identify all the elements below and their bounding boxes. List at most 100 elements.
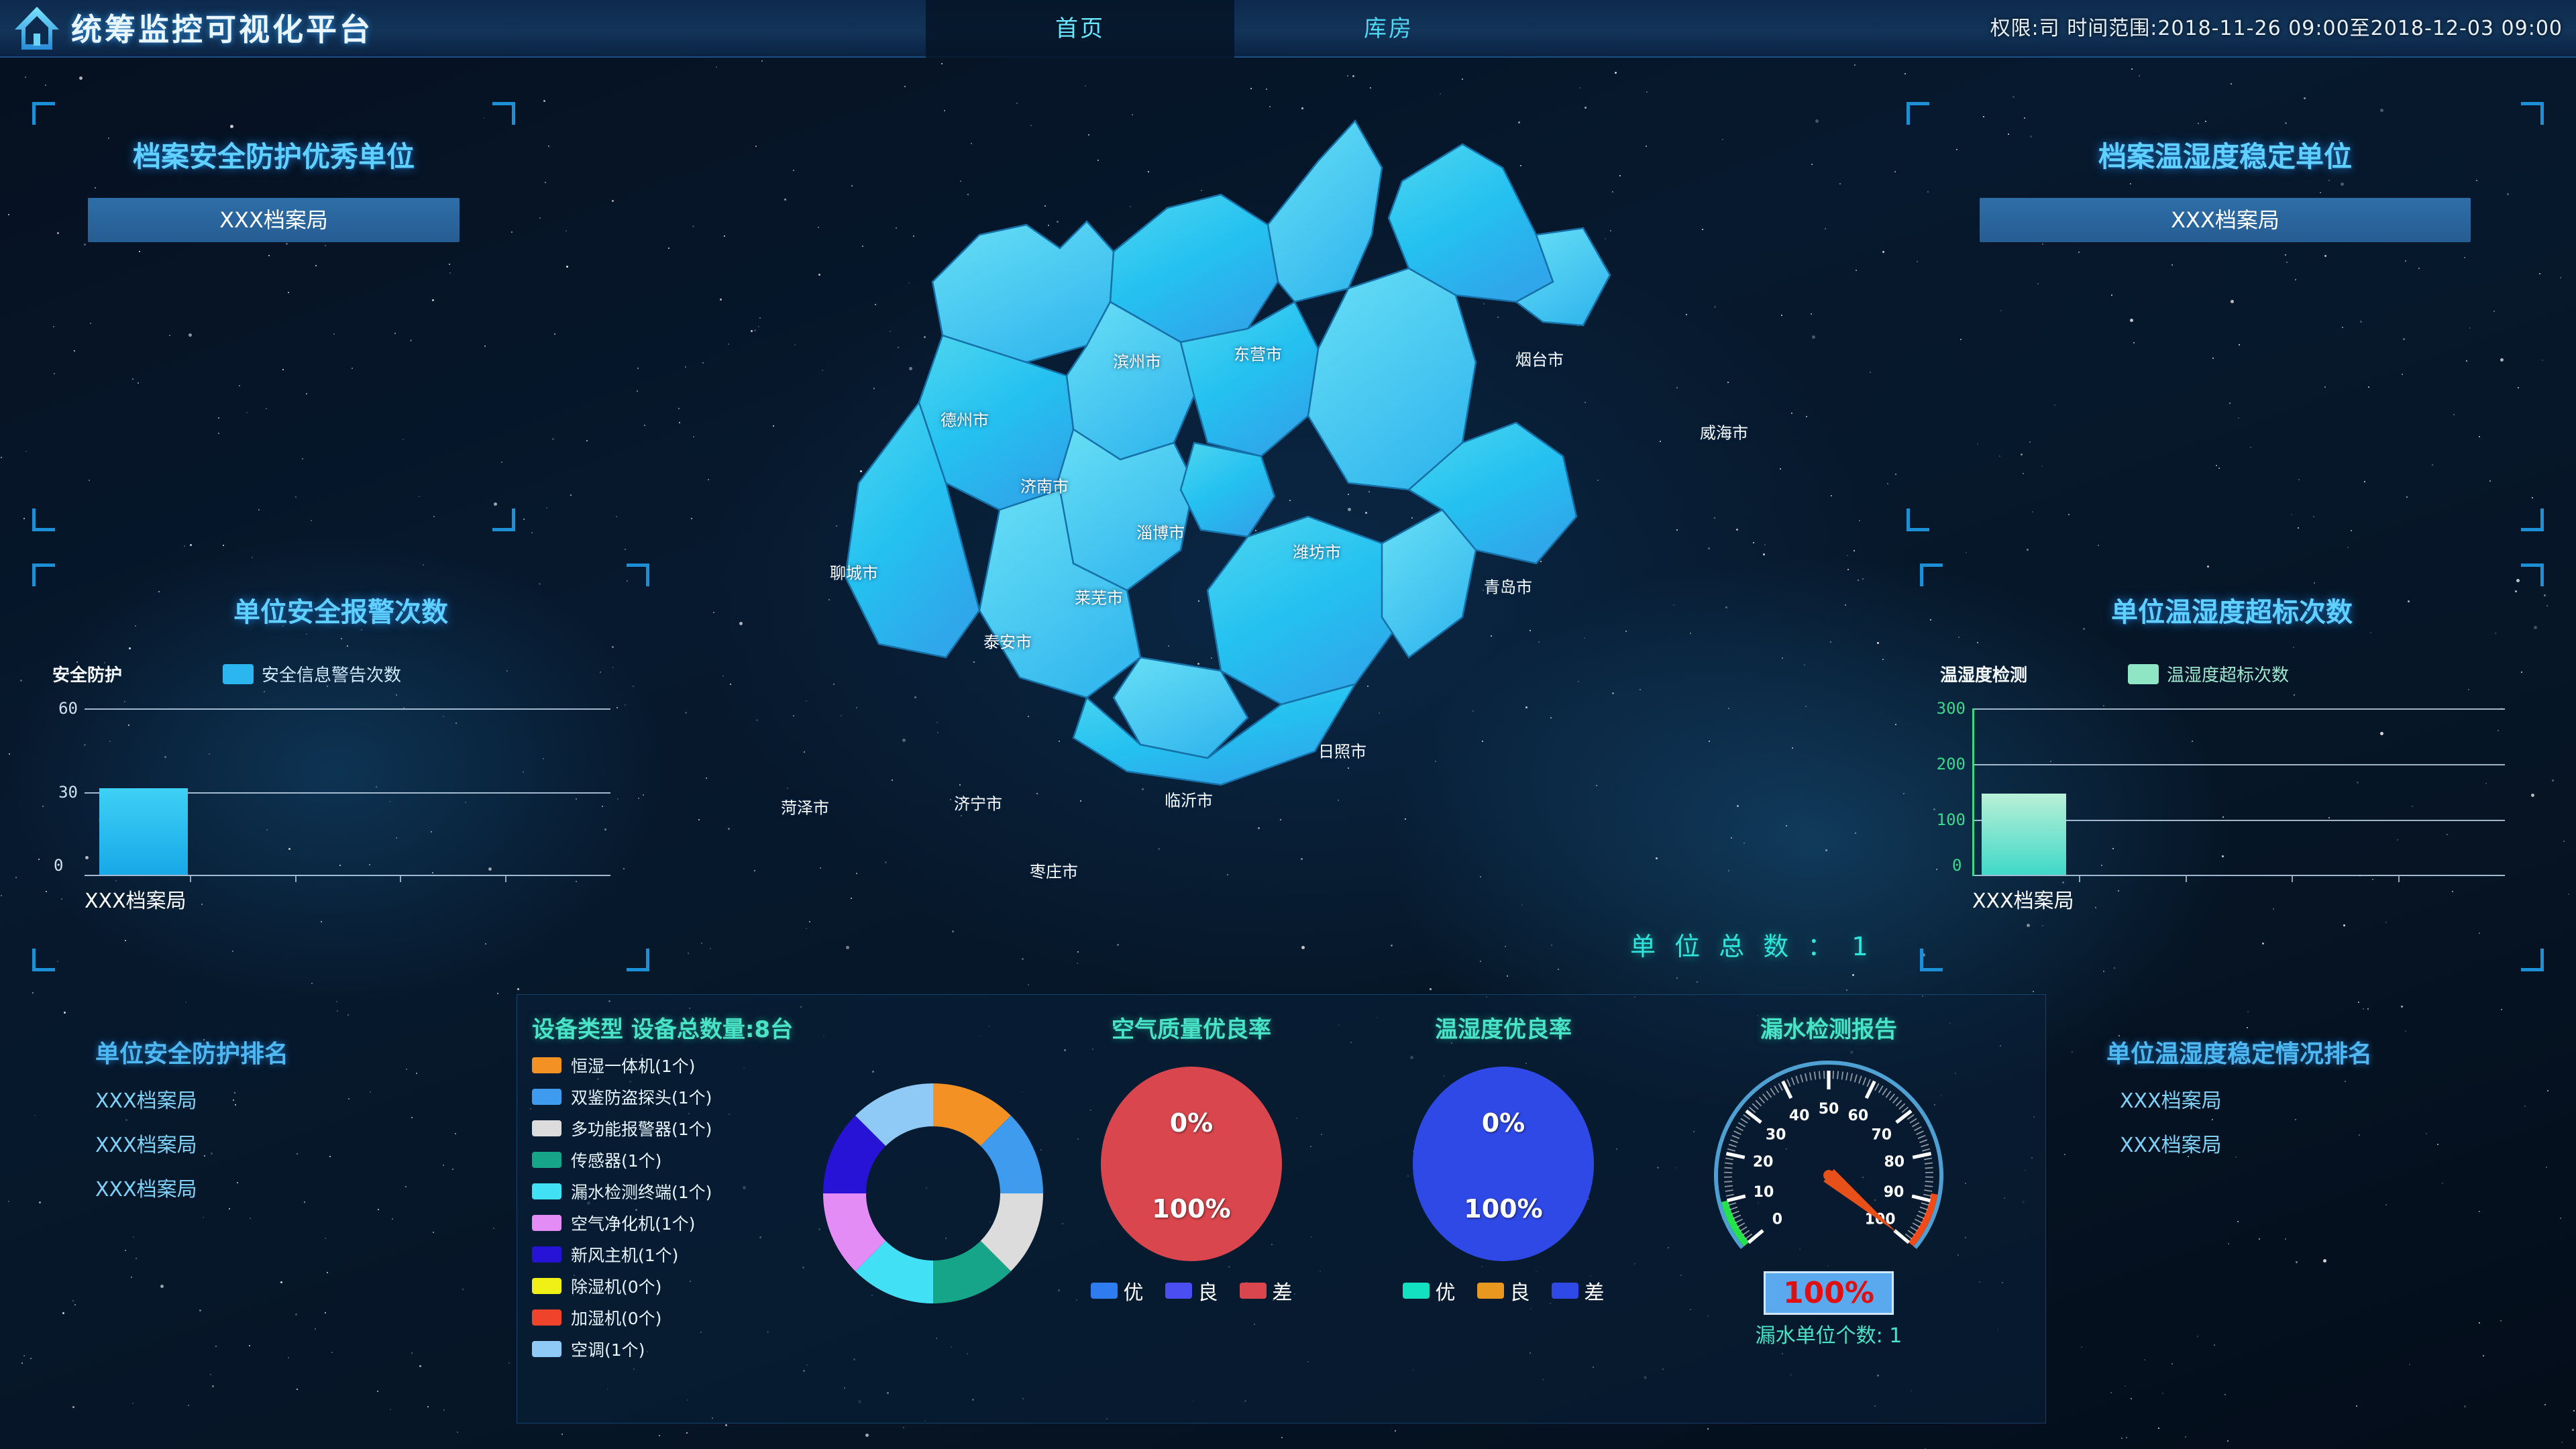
air-quality-pie[interactable]: 0% 100% <box>1101 1067 1282 1261</box>
humidity-quality-bottom-value: 100% <box>1464 1194 1543 1224</box>
gauge-tick-label: 70 <box>1871 1126 1892 1143</box>
rank-list-item[interactable]: XXX档案局 <box>2120 1089 2222 1113</box>
legend-item[interactable]: 安全信息警告次数 <box>223 661 401 686</box>
map-city-潍坊市[interactable]: 潍坊市 <box>1293 543 1341 562</box>
chart-title: 单位温湿度超标次数 <box>2111 597 2353 628</box>
device-legend-item[interactable]: 传感器(1个) <box>532 1148 847 1172</box>
map-city-日照市[interactable]: 日照市 <box>1318 742 1366 761</box>
gridline: 100 <box>1937 810 2505 829</box>
y-tick: 0 <box>1952 856 1962 875</box>
leak-unit-count: 漏水单位个数: 1 <box>1755 1324 1902 1348</box>
bar-XXX档案局[interactable] <box>99 788 188 875</box>
gauge-tick-label: 50 <box>1819 1101 1839 1118</box>
device-legend-item[interactable]: 漏水检测终端(1个) <box>532 1179 847 1203</box>
legend-item-优[interactable]: 优 <box>1402 1276 1456 1305</box>
unit-name-badge: XXX档案局 <box>87 198 460 242</box>
corner-bracket <box>627 564 649 586</box>
corner-bracket <box>1907 102 1929 125</box>
donut-slice[interactable] <box>855 1083 933 1146</box>
air-quality-legend: 优 良 差 <box>1047 1276 1336 1305</box>
corner-bracket <box>2521 102 2544 125</box>
legend-swatch <box>532 1215 561 1231</box>
humidity-quality-pie[interactable]: 0% 100% <box>1413 1067 1594 1261</box>
map-city-济南市[interactable]: 济南市 <box>1020 477 1069 496</box>
rank-list-item[interactable]: XXX档案局 <box>95 1089 197 1113</box>
rank-list-item[interactable]: XXX档案局 <box>2120 1134 2222 1157</box>
device-legend-item[interactable]: 双鉴防盗探头(1个) <box>532 1085 847 1109</box>
map-city-烟台市[interactable]: 烟台市 <box>1515 350 1564 370</box>
rank-list-item[interactable]: XXX档案局 <box>95 1178 197 1201</box>
map-city-东营市[interactable]: 东营市 <box>1234 345 1282 364</box>
map-city-济宁市[interactable]: 济宁市 <box>954 794 1002 814</box>
donut-slice[interactable] <box>980 1116 1043 1193</box>
corner-bracket <box>2521 564 2544 586</box>
donut-slice[interactable] <box>980 1193 1043 1271</box>
device-legend-item[interactable]: 空调(1个) <box>532 1337 847 1361</box>
air-quality-top-value: 0% <box>1169 1108 1214 1138</box>
donut-slice[interactable] <box>933 1240 1011 1303</box>
bar-XXX档案局[interactable] <box>1982 794 2066 875</box>
device-donut-chart[interactable] <box>799 1059 1067 1328</box>
humidity-quality-title: 温湿度优良率 <box>1435 1016 1572 1043</box>
map-city-滨州市[interactable]: 滨州市 <box>1113 352 1161 372</box>
tab-warehouse[interactable]: 库房 <box>1364 15 1413 42</box>
device-legend-item[interactable]: 恒湿一体机(1个) <box>532 1053 847 1077</box>
corner-bracket <box>2521 508 2544 531</box>
axis-name: 温湿度检测 <box>1940 665 2028 686</box>
map-city-枣庄市[interactable]: 枣庄市 <box>1030 862 1078 881</box>
gauge-tick-label: 80 <box>1884 1154 1905 1171</box>
map-city-聊城市[interactable]: 聊城市 <box>830 564 878 583</box>
panel-title: 档案温湿度稳定单位 <box>2098 140 2352 173</box>
device-legend-item[interactable]: 加湿机(0个) <box>532 1305 847 1330</box>
map-city-淄博市[interactable]: 淄博市 <box>1136 523 1185 543</box>
rank-list-item[interactable]: XXX档案局 <box>95 1134 197 1157</box>
donut-slice[interactable] <box>933 1083 1011 1146</box>
tab-home[interactable]: 首页 <box>926 0 1234 58</box>
device-legend-item[interactable]: 除湿机(0个) <box>532 1274 847 1298</box>
panel-title: 单位安全防护排名 <box>95 1040 289 1068</box>
donut-slice[interactable] <box>823 1193 886 1271</box>
humidity-quality-top-value: 0% <box>1481 1108 1525 1138</box>
donut-slice[interactable] <box>855 1240 933 1303</box>
x-axis-label: XXX档案局 <box>85 890 186 913</box>
map-city-莱芜市[interactable]: 莱芜市 <box>1075 588 1123 608</box>
device-legend-item[interactable]: 空气净化机(1个) <box>532 1211 847 1235</box>
legend-item-良[interactable]: 良 <box>1165 1276 1218 1305</box>
gauge-tick-label: 0 <box>1772 1211 1782 1228</box>
legend-item[interactable]: 温湿度超标次数 <box>2128 661 2289 686</box>
device-legend-item[interactable]: 新风主机(1个) <box>532 1242 847 1267</box>
legend-label: 良 <box>1197 1281 1218 1305</box>
y-tick: 100 <box>1936 810 1966 829</box>
legend-label: 差 <box>1272 1281 1293 1305</box>
legend-item-差[interactable]: 差 <box>1551 1276 1605 1305</box>
map-city-青岛市[interactable]: 青岛市 <box>1484 578 1532 597</box>
legend-swatch <box>223 663 254 684</box>
map-city-威海市[interactable]: 威海市 <box>1700 423 1748 443</box>
legend-label: 加湿机(0个) <box>571 1309 662 1328</box>
legend-item-良[interactable]: 良 <box>1477 1276 1530 1305</box>
unit-name-badge: XXX档案局 <box>1980 198 2471 242</box>
stable-humidity-unit-panel: 档案温湿度稳定单位 XXX档案局 <box>1907 102 2544 531</box>
plot-area: 300 200 100 0 <box>1937 699 2505 882</box>
map-city-德州市[interactable]: 德州市 <box>941 411 989 430</box>
map-city-临沂市[interactable]: 临沂市 <box>1165 791 1213 810</box>
x-axis <box>1972 875 2505 876</box>
donut-slice[interactable] <box>823 1116 886 1193</box>
gridline: 30 <box>58 783 610 802</box>
map-city-菏泽市[interactable]: 菏泽市 <box>781 798 829 818</box>
main-nav: 首页 库房 <box>926 0 1543 58</box>
corner-bracket <box>627 949 649 971</box>
air-quality-panel: 空气质量优良率 0% 100% 优 良 差 <box>1047 1011 1336 1305</box>
legend-swatch <box>532 1246 561 1263</box>
device-type-panel: 设备类型 设备总数量:8台 恒湿一体机(1个) 双鉴防盗探头(1个) 多功能报警器(… <box>532 1011 847 1361</box>
leak-gauge-value: 100% <box>1764 1271 1894 1315</box>
legend-item-差[interactable]: 差 <box>1239 1276 1293 1305</box>
legend-item-优[interactable]: 优 <box>1090 1276 1144 1305</box>
legend-swatch <box>532 1089 561 1105</box>
legend-label: 良 <box>1509 1281 1530 1305</box>
device-legend-item[interactable]: 多功能报警器(1个) <box>532 1116 847 1140</box>
panel-title: 单位温湿度稳定情况排名 <box>2106 1040 2373 1068</box>
humidity-exceed-chart: 单位温湿度超标次数 温湿度检测 温湿度超标次数 300 200 100 <box>1920 564 2544 971</box>
map-city-泰安市[interactable]: 泰安市 <box>983 633 1032 652</box>
